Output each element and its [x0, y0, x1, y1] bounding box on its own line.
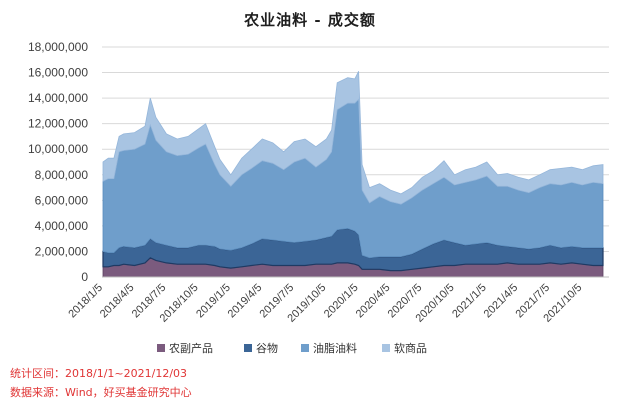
- x-tick-label: 2021/4/5: [482, 282, 521, 321]
- x-tick-label: 2018/4/5: [98, 282, 137, 321]
- legend: 农副产品 谷物 油脂油料 软商品: [0, 340, 620, 356]
- x-tick-label: 2020/4/5: [354, 282, 393, 321]
- y-tick-label: 14,000,000: [28, 91, 88, 105]
- y-tick-label: 2,000,000: [35, 244, 89, 258]
- legend-label: 谷物: [256, 342, 278, 355]
- y-tick-label: 0: [81, 270, 88, 284]
- legend-label: 软商品: [394, 342, 427, 355]
- y-tick-label: 8,000,000: [35, 168, 89, 182]
- legend-swatch: [244, 344, 252, 352]
- footnote-period: 统计区间：2018/1/1~2021/12/03: [10, 367, 188, 380]
- x-tick-label: 2020/1/5: [322, 282, 361, 321]
- legend-label: 油脂油料: [313, 342, 357, 355]
- legend-item-grains: 谷物: [244, 340, 278, 356]
- area-layer: [102, 71, 604, 278]
- y-tick-label: 4,000,000: [35, 219, 89, 233]
- legend-swatch: [301, 344, 309, 352]
- y-tick-label: 12,000,000: [28, 117, 88, 131]
- legend-item-oils-oilseeds: 油脂油料: [301, 340, 357, 356]
- legend-swatch: [382, 344, 390, 352]
- legend-swatch: [157, 344, 165, 352]
- footnote-source: 数据来源：Wind，好买基金研究中心: [10, 386, 192, 399]
- y-tick-label: 18,000,000: [28, 40, 88, 54]
- y-tick-label: 6,000,000: [35, 193, 89, 207]
- legend-label: 农副产品: [169, 342, 213, 355]
- y-tick-label: 16,000,000: [28, 66, 88, 80]
- chart-title: 农业油料 - 成交额: [244, 11, 376, 29]
- x-tick-label: 2019/4/5: [226, 282, 265, 321]
- area-soft-commodities: [102, 71, 604, 205]
- legend-item-agricultural-products: 农副产品: [157, 340, 213, 356]
- legend-item-soft-commodities: 软商品: [382, 340, 427, 356]
- y-tick-label: 10,000,000: [28, 142, 88, 156]
